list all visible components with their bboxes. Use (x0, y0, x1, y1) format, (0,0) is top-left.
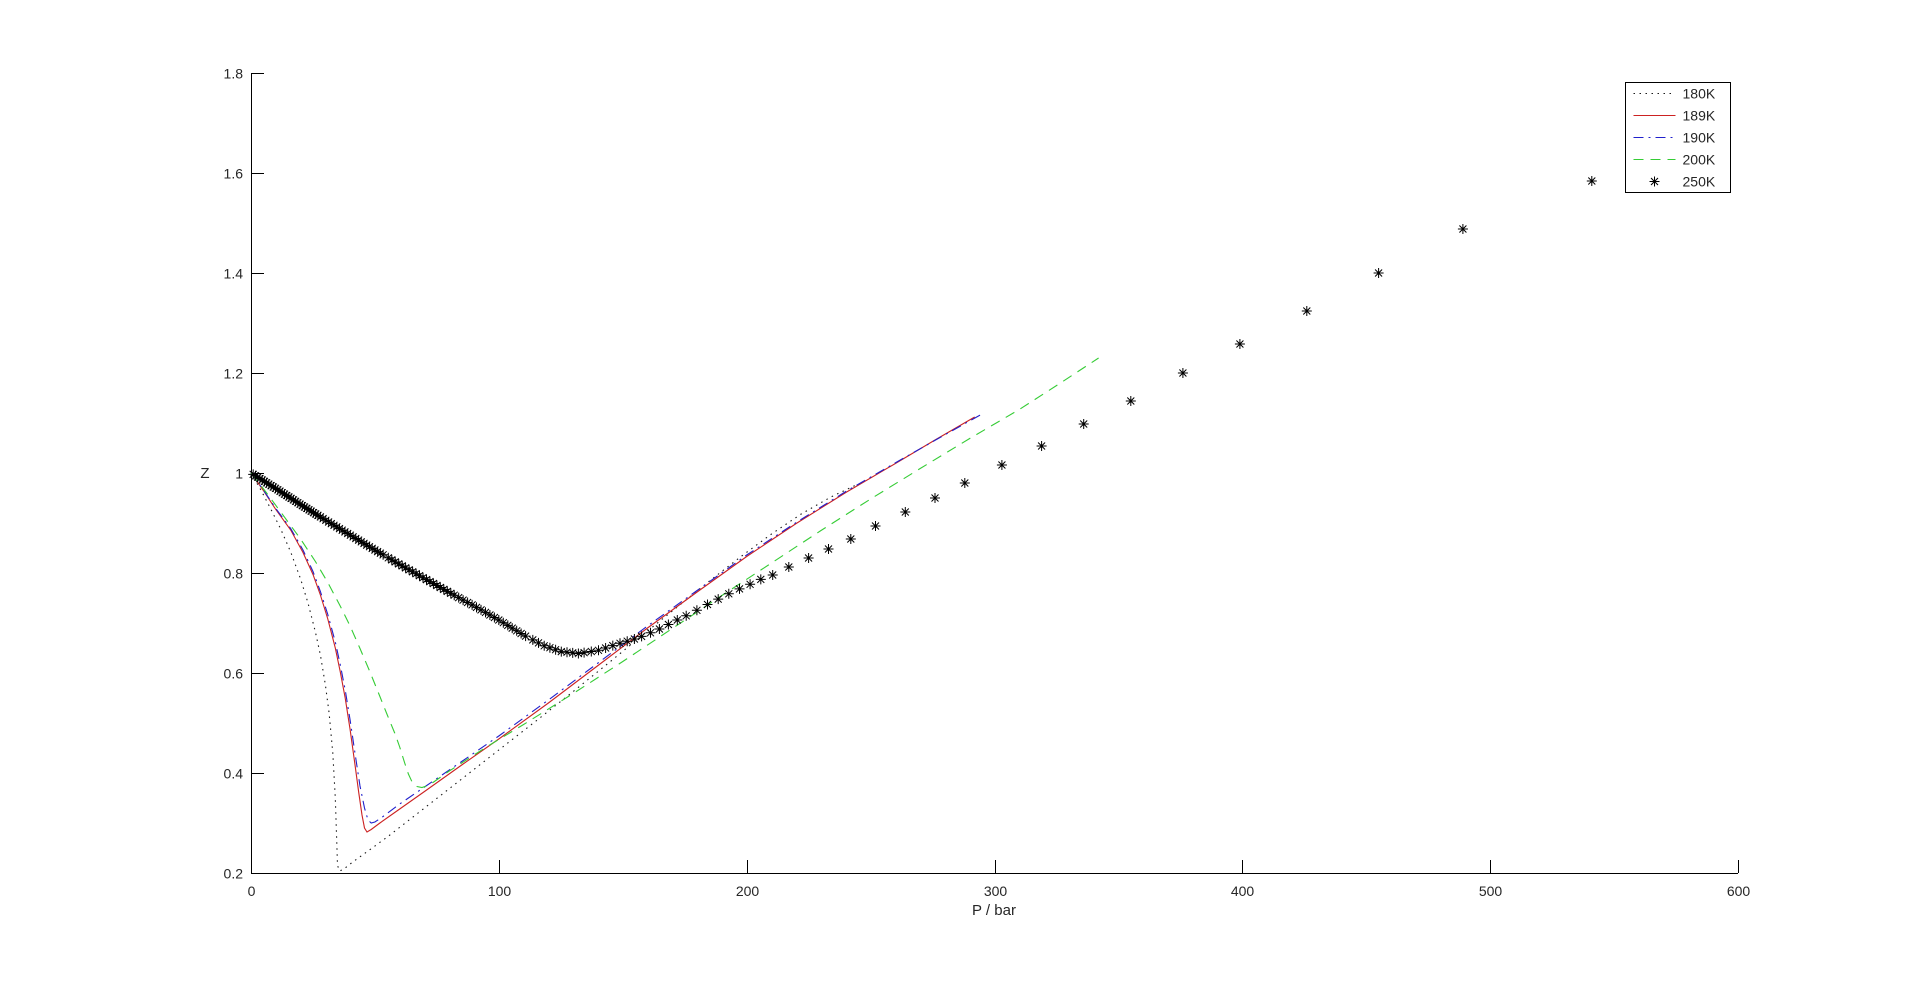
series-189K-curve (250, 416, 975, 833)
legend-entry-189K: 189K (1633, 108, 1716, 124)
y-tick-label: 0.2 (224, 866, 244, 882)
y-tick-label: 0.6 (224, 666, 244, 682)
legend-box (1625, 82, 1731, 193)
y-tick-label: 1.2 (224, 366, 244, 382)
y-tick-label: 1.6 (224, 166, 244, 182)
x-tick-label: 500 (1479, 883, 1503, 899)
x-tick-label: 0 (248, 883, 256, 899)
legend-label: 200K (1683, 152, 1716, 168)
x-tick-label: 400 (1231, 883, 1255, 899)
axes-layer: 0.2 0.4 0.6 0.8 1 1.2 1.4 1.6 1.8 0 100 200 300 400 50… (224, 66, 1751, 900)
legend-label: 189K (1683, 108, 1716, 124)
legend-label: 180K (1683, 86, 1716, 102)
x-tick-label: 600 (1727, 883, 1751, 899)
y-axis-label: Z (200, 465, 209, 482)
curves-layer (248, 176, 1597, 872)
legend-asterisk-sample (1649, 176, 1660, 187)
legend-label: 250K (1683, 174, 1716, 190)
legend-entry-250K: 250K (1649, 174, 1716, 190)
y-tick-label: 0.4 (224, 766, 244, 782)
series-250K-markers (248, 176, 1597, 659)
y-tick-label: 1 (235, 466, 243, 482)
legend-layer: 180K 189K 190K 200K 250K (1625, 82, 1731, 193)
legend-label: 190K (1683, 130, 1716, 146)
y-tick-label: 1.8 (224, 66, 244, 82)
legend-entry-180K: 180K (1633, 86, 1716, 102)
legend-entry-200K: 200K (1633, 152, 1716, 168)
x-tick-label: 100 (488, 883, 512, 899)
x-tick-label: 200 (736, 883, 760, 899)
y-tick-label: 0.8 (224, 566, 244, 582)
legend-entry-190K: 190K (1633, 130, 1716, 146)
series-200K-curve (250, 357, 1099, 789)
x-tick-label: 300 (984, 883, 1008, 899)
x-axis-label: P / bar (972, 902, 1016, 919)
series-190K-curve (250, 413, 983, 824)
y-tick-label: 1.4 (224, 266, 244, 282)
